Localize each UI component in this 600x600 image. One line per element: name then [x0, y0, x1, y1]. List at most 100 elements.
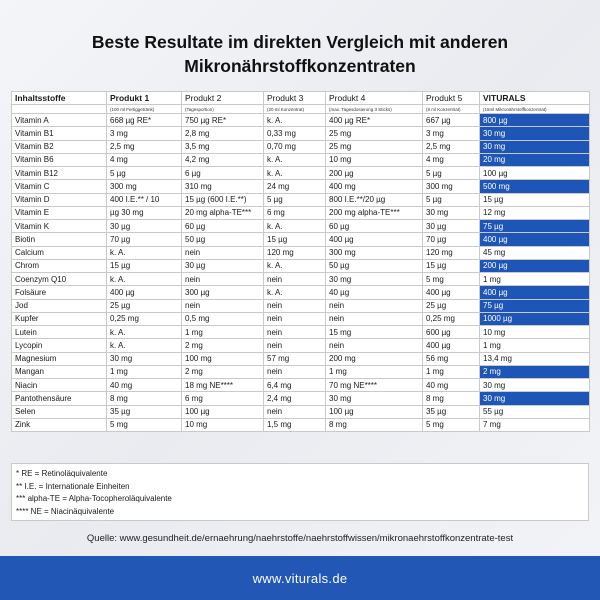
table-row: Zink 5 mg 10 mg 1,5 mg 8 mg 5 mg 7 mg	[11, 417, 590, 433]
product-value-cell: k. A.	[263, 112, 326, 128]
table-header-row: Inhaltsstoffe Produkt 1 Produkt 2 Produk…	[11, 91, 590, 105]
product-value-cell: 15 µg (600 I.E.**)	[181, 192, 264, 207]
viturals-value-cell: 12 mg	[479, 205, 590, 221]
footnote: * RE = Retinoläquivalente	[16, 469, 108, 478]
product-value-cell: nein	[263, 324, 326, 340]
product-value-cell: 5 mg	[422, 417, 480, 433]
subheader-cell: (20 ml Konzentrat)	[263, 104, 326, 114]
ingredient-name-cell: Vitamin B2	[11, 139, 107, 154]
table-row: Biotin 70 µg 50 µg 15 µg 400 µg 70 µg 400 µg	[11, 232, 590, 247]
product-value-cell: 25 µg	[106, 298, 182, 313]
table-row: Chrom 15 µg 30 µg k. A. 50 µg 15 µg 200 µg	[11, 258, 590, 274]
product-value-cell: k. A.	[263, 285, 326, 300]
product-value-cell: nein	[325, 311, 423, 327]
product-value-cell: nein	[181, 298, 264, 313]
product-value-cell: 100 µg	[325, 404, 423, 419]
viturals-value-cell: 20 mg	[479, 152, 590, 168]
ingredient-name-cell: Jod	[11, 298, 107, 313]
table-row: Calcium k. A. nein 120 mg 300 mg 120 mg 45 mg	[11, 245, 590, 260]
product-value-cell: 35 µg	[106, 404, 182, 419]
ingredient-name-cell: Chrom	[11, 258, 107, 274]
table-row: Kupfer 0,25 mg 0,5 mg nein nein 0,25 mg 1000 µ…	[11, 311, 590, 327]
product-value-cell: 1 mg	[422, 364, 480, 380]
viturals-value-cell: 400 µg	[479, 285, 590, 300]
product-value-cell: 15 mg	[325, 324, 423, 340]
product-value-cell: 400 I.E.** / 10	[106, 192, 182, 207]
product-value-cell: 5 µg	[106, 165, 182, 181]
product-value-cell: 4 mg	[106, 152, 182, 168]
product-value-cell: 1,5 mg	[263, 417, 326, 433]
product-value-cell: 30 mg	[325, 271, 423, 287]
product-value-cell: 30 µg	[106, 218, 182, 234]
product-value-cell: 30 mg	[422, 205, 480, 221]
viturals-value-cell: 45 mg	[479, 245, 590, 260]
ingredient-name-cell: Vitamin A	[11, 112, 107, 128]
product-value-cell: 24 mg	[263, 179, 326, 194]
ingredient-name-cell: Vitamin E	[11, 205, 107, 221]
product-value-cell: 20 mg alpha-TE***	[181, 205, 264, 221]
product-value-cell: 15 µg	[422, 258, 480, 274]
product-value-cell: 40 µg	[325, 285, 423, 300]
product-value-cell: nein	[263, 298, 326, 313]
viturals-value-cell: 500 mg	[479, 179, 590, 194]
product-value-cell: 667 µg	[422, 112, 480, 128]
product-value-cell: 10 mg	[325, 152, 423, 168]
product-value-cell: k. A.	[106, 338, 182, 353]
product-value-cell: 600 µg	[422, 324, 480, 340]
product-value-cell: 2,5 mg	[422, 139, 480, 154]
product-value-cell: 200 µg	[325, 165, 423, 181]
product-value-cell: 6 mg	[263, 205, 326, 221]
product-value-cell: 6 mg	[181, 391, 264, 406]
ingredient-name-cell: Niacin	[11, 377, 107, 393]
product-value-cell: 2 mg	[181, 364, 264, 380]
table-row: Vitamin B2 2,5 mg 3,5 mg 0,70 mg 25 mg 2,5 mg…	[11, 139, 590, 154]
header-product-2: Produkt 2	[181, 91, 264, 105]
product-value-cell: 2,4 mg	[263, 391, 326, 406]
product-value-cell: 8 mg	[422, 391, 480, 406]
product-value-cell: 100 mg	[181, 351, 264, 366]
product-value-cell: 10 mg	[181, 417, 264, 433]
viturals-value-cell: 100 µg	[479, 165, 590, 181]
viturals-value-cell: 2 mg	[479, 364, 590, 380]
product-value-cell: 40 mg	[422, 377, 480, 393]
ingredient-name-cell: Vitamin C	[11, 179, 107, 194]
product-value-cell: 57 mg	[263, 351, 326, 366]
product-value-cell: 50 µg	[181, 232, 264, 247]
product-value-cell: nein	[325, 338, 423, 353]
footer-url[interactable]: www.viturals.de	[252, 570, 348, 586]
product-value-cell: 15 µg	[106, 258, 182, 274]
product-value-cell: 0,25 mg	[106, 311, 182, 327]
product-value-cell: 400 µg	[422, 338, 480, 353]
viturals-value-cell: 1 mg	[479, 338, 590, 353]
viturals-value-cell: 800 µg	[479, 112, 590, 128]
ingredient-name-cell: Pantothensäure	[11, 391, 107, 406]
viturals-value-cell: 13,4 mg	[479, 351, 590, 366]
title-line-1: Beste Resultate im direkten Vergleich mi…	[91, 32, 509, 52]
product-value-cell: 70 mg NE****	[325, 377, 423, 393]
product-value-cell: 35 µg	[422, 404, 480, 419]
subheader-cell: (Tagesportion)	[181, 104, 264, 114]
header-product-3: Produkt 3	[263, 91, 326, 105]
table-row: Vitamin B6 4 mg 4,2 mg k. A. 10 mg 4 mg 20 mg	[11, 152, 590, 168]
ingredient-name-cell: Zink	[11, 417, 107, 433]
product-value-cell: 25 µg	[422, 298, 480, 313]
product-value-cell: nein	[181, 245, 264, 260]
product-value-cell: k. A.	[263, 165, 326, 181]
product-value-cell: 300 mg	[325, 245, 423, 260]
product-value-cell: 30 mg	[325, 391, 423, 406]
viturals-value-cell: 30 mg	[479, 377, 590, 393]
product-value-cell: 4,2 mg	[181, 152, 264, 168]
product-value-cell: 15 µg	[263, 232, 326, 247]
product-value-cell: 5 mg	[422, 271, 480, 287]
product-value-cell: 70 µg	[106, 232, 182, 247]
page-title: Beste Resultate im direkten Vergleich mi…	[0, 30, 600, 78]
ingredient-name-cell: Calcium	[11, 245, 107, 260]
product-value-cell: nein	[263, 364, 326, 380]
footnotes: * RE = Retinoläquivalente ** I.E. = Inte…	[11, 463, 589, 521]
product-value-cell: 400 µg	[422, 285, 480, 300]
subheader-cell	[11, 104, 107, 114]
viturals-value-cell: 1000 µg	[479, 311, 590, 327]
comparison-table: Inhaltsstoffe Produkt 1 Produkt 2 Produk…	[11, 91, 590, 433]
product-value-cell: nein	[263, 338, 326, 353]
